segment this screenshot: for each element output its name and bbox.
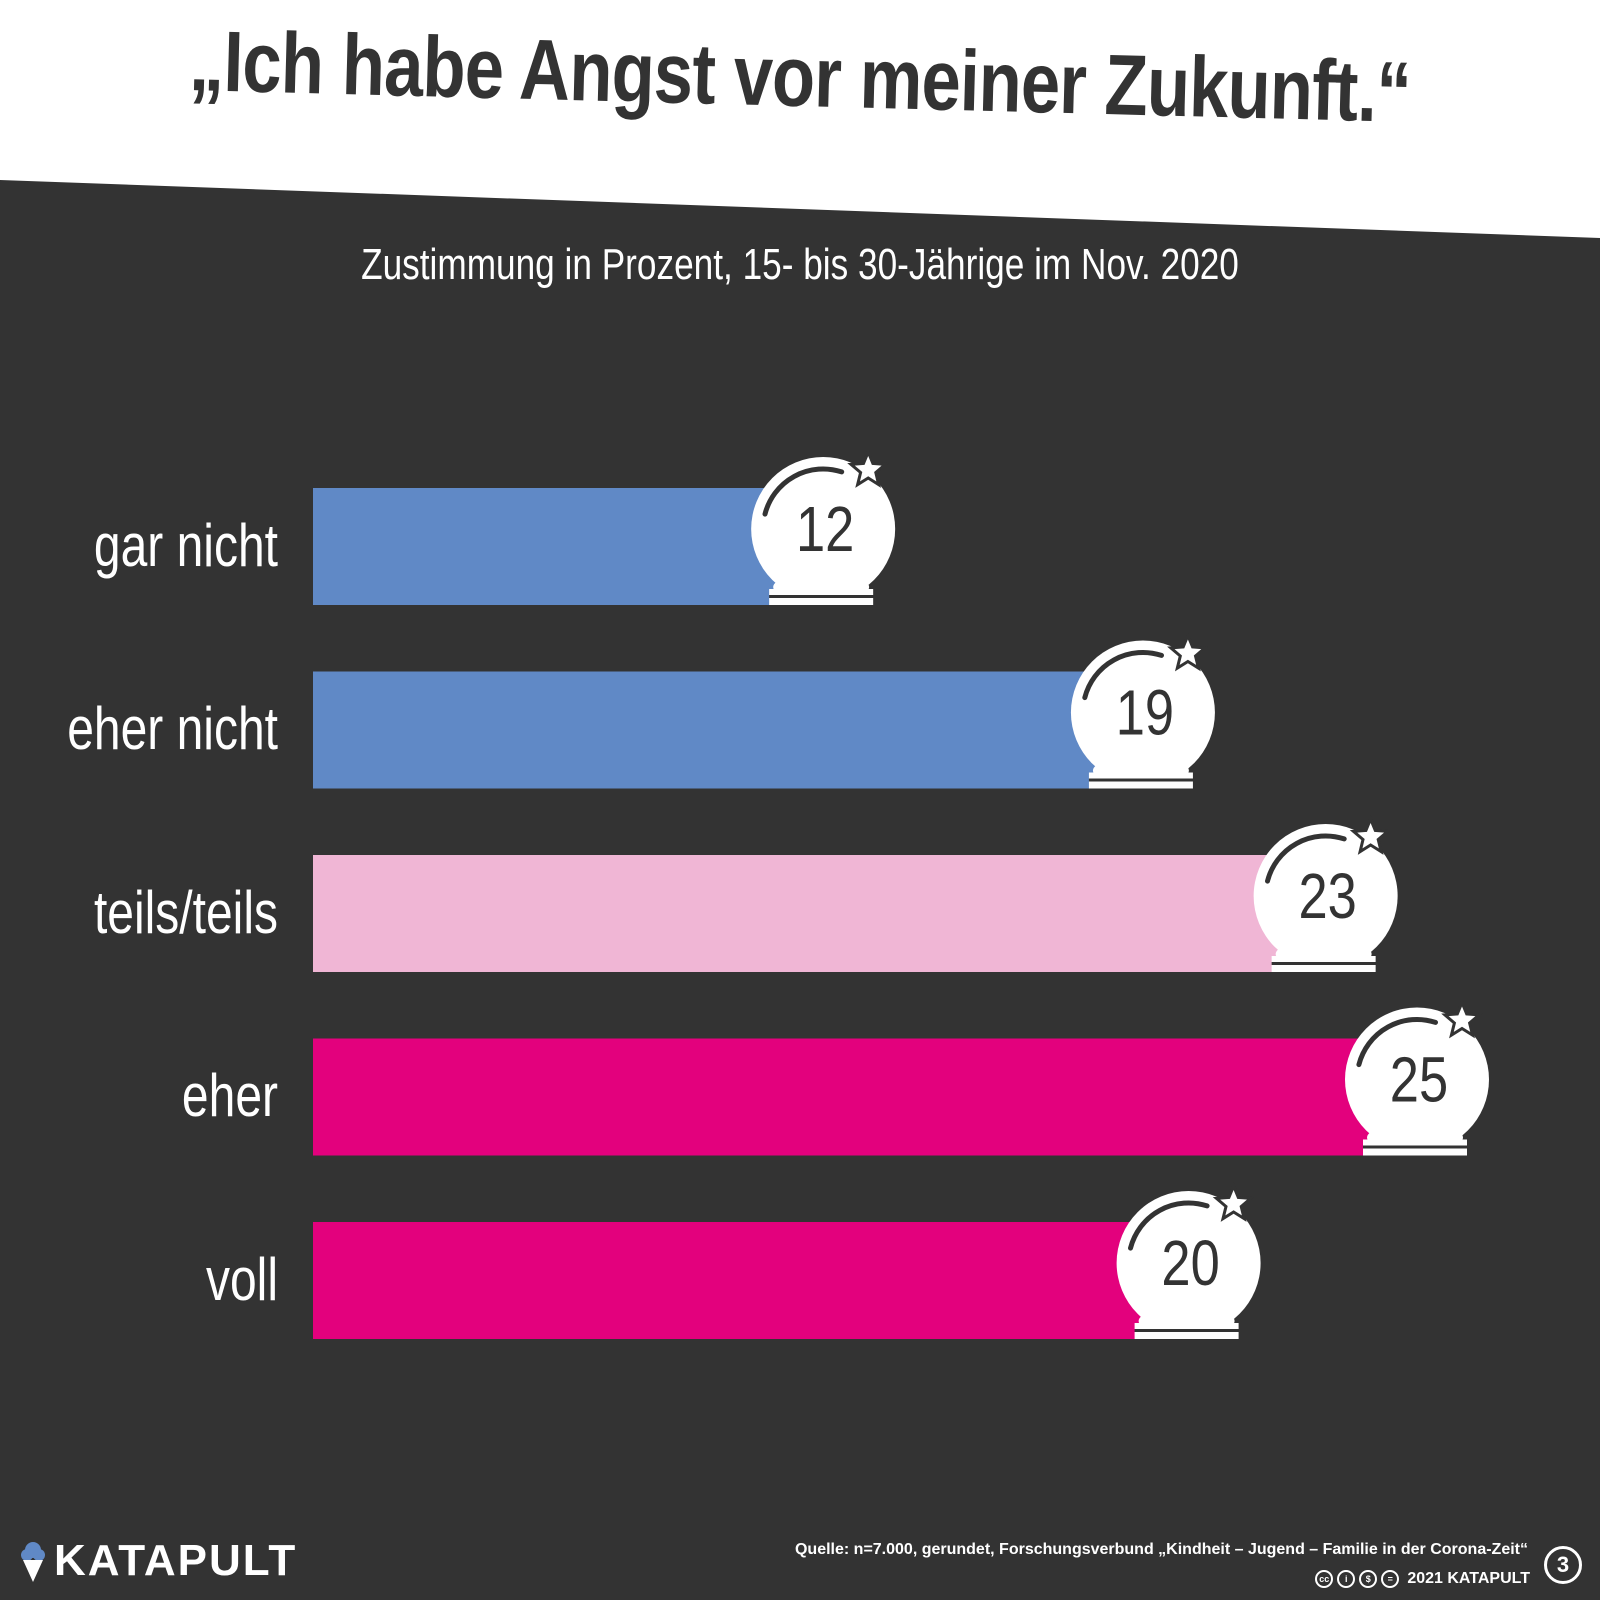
category-label: eher: [181, 1062, 278, 1129]
star-icon: [1349, 815, 1392, 855]
crystal-ball-icon: [1116, 1191, 1261, 1339]
star-icon: [1212, 1182, 1255, 1222]
value-label: 19: [1116, 678, 1174, 749]
value-label: 23: [1298, 861, 1356, 932]
by-icon: i: [1337, 1570, 1356, 1588]
brand-name: KATAPULT: [54, 1536, 298, 1585]
chart-subtitle: Zustimmung in Prozent, 15- bis 30-Jährig…: [361, 240, 1239, 289]
category-label: teils/teils: [93, 878, 278, 946]
crystal-ball-icon: [1345, 1007, 1489, 1156]
title-band-shape: [0, 0, 1600, 238]
copyright-text: 2021 KATAPULT: [1407, 1570, 1530, 1587]
bar: [313, 671, 1181, 789]
category-label: gar nicht: [93, 511, 278, 579]
star-icon: [847, 448, 890, 488]
ice-cream-icon: [21, 1542, 45, 1582]
crystal-ball-icon: [751, 457, 896, 605]
value-label: 20: [1161, 1228, 1219, 1299]
cc-icon: cc: [1315, 1570, 1334, 1588]
crystal-ball-icon: [1070, 640, 1215, 789]
value-label: 25: [1390, 1045, 1448, 1116]
issue-number-badge: 3: [1544, 1546, 1582, 1584]
brand-logo: KATAPULT: [18, 1536, 297, 1586]
title-band: [0, 0, 1600, 238]
crystal-ball-icon: [1253, 824, 1398, 972]
category-label: eher nicht: [67, 695, 278, 762]
nc-icon: $: [1359, 1570, 1378, 1588]
source-note: Quelle: n=7.000, gerundet, Forschungsver…: [794, 1541, 1528, 1558]
license-row: cc i $ = 2021 KATAPULT: [1315, 1567, 1530, 1591]
star-icon: [1167, 631, 1209, 672]
nd-icon: =: [1381, 1570, 1400, 1588]
bar: [313, 855, 1364, 972]
category-label: voll: [205, 1245, 278, 1313]
bar: [313, 1222, 1227, 1339]
value-label: 12: [796, 494, 854, 565]
star-icon: [1441, 998, 1483, 1039]
bar: [313, 1038, 1455, 1156]
